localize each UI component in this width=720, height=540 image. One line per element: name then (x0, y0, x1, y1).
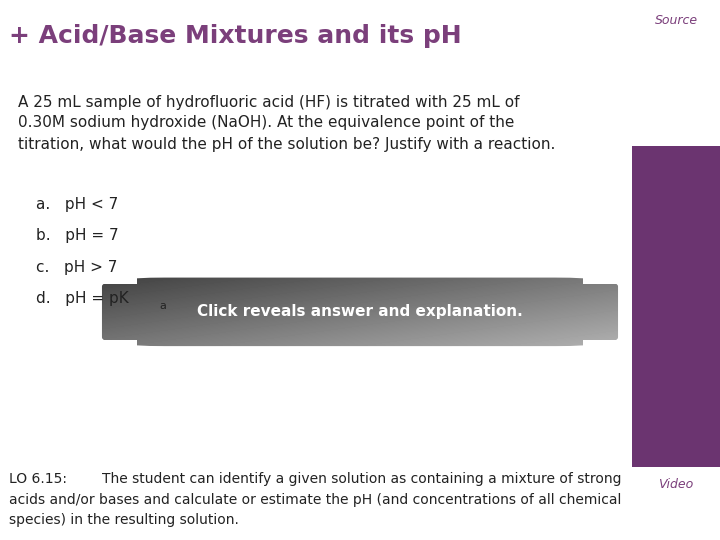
Text: Source: Source (654, 14, 698, 26)
Text: A 25 mL sample of hydrofluoric acid (HF) is titrated with 25 mL of
0.30M sodium : A 25 mL sample of hydrofluoric acid (HF)… (18, 94, 555, 152)
Text: + Acid/Base Mixtures and its pH: + Acid/Base Mixtures and its pH (9, 24, 462, 48)
Bar (99, 340, 137, 348)
Text: LO 6.15:        The student can identify a given solution as containing a mixtur: LO 6.15: The student can identify a give… (9, 472, 621, 526)
Text: Click reveals answer and explanation.: Click reveals answer and explanation. (197, 305, 523, 319)
Bar (583, 340, 621, 348)
Bar (583, 275, 621, 284)
Text: d.   pH = pK: d. pH = pK (36, 291, 129, 306)
Text: b.   pH = 7: b. pH = 7 (36, 228, 119, 244)
Text: Video: Video (659, 478, 693, 491)
Text: a.   pH < 7: a. pH < 7 (36, 197, 118, 212)
Text: a: a (160, 301, 167, 311)
Bar (99, 275, 137, 284)
Text: c.   pH > 7: c. pH > 7 (36, 260, 117, 275)
